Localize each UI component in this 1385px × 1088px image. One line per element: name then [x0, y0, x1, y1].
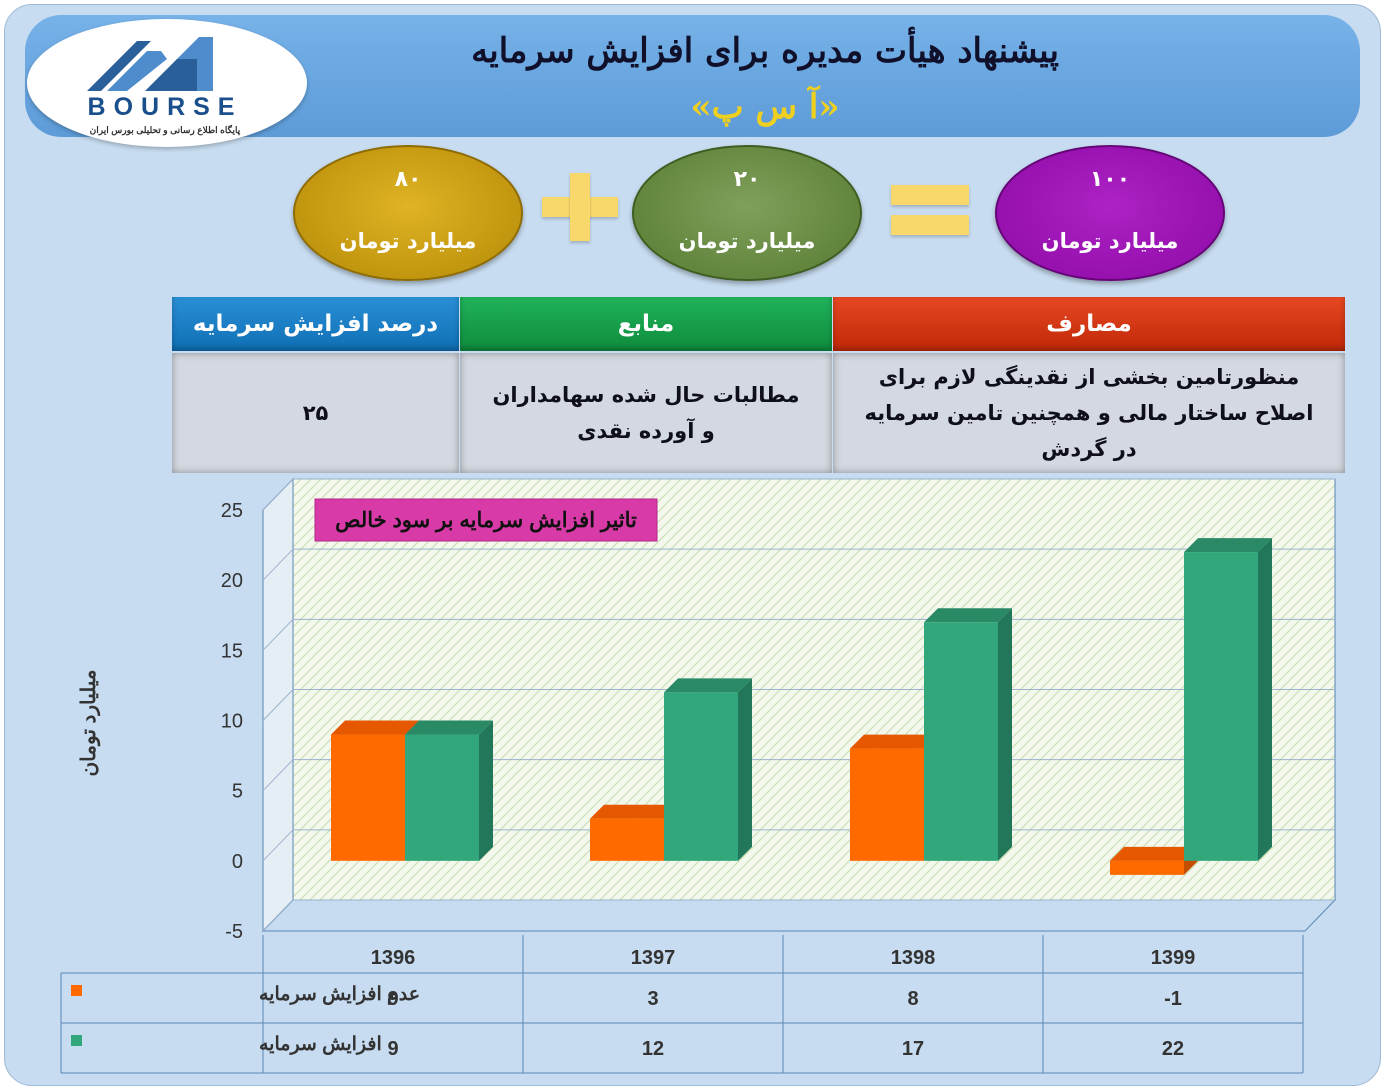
- bar-top: [924, 608, 1012, 623]
- legend-label: افزایش سرمایه: [259, 1034, 382, 1055]
- oval-total-increase: ۱۰۰ میلیارد تومان: [995, 145, 1225, 281]
- chart-title-box: [314, 498, 658, 542]
- header-sources: منابع: [460, 297, 832, 351]
- cell-sources-text: مطالبات حال شده سهامداران و آورده نقدی: [492, 383, 800, 443]
- bar: [1184, 552, 1258, 861]
- bar: [1110, 860, 1184, 875]
- equals-sign-lower: [891, 215, 969, 235]
- oval-value: ۸۰: [394, 167, 422, 192]
- bourse24-logo: BOURSE پایگاه اطلاع رسانی و تحلیلی بورس …: [27, 19, 307, 147]
- bar: [924, 622, 998, 861]
- header-percent: درصد افزایش سرمایه: [172, 297, 459, 351]
- cell-uses-text: منظورتامین بخشی از نقدینگی لازم برای اصل…: [864, 365, 1314, 461]
- gridline: [262, 899, 294, 932]
- data-value: 9: [387, 1038, 398, 1060]
- oval-receivables: ۲۰ میلیارد تومان: [632, 145, 862, 281]
- gridline: [262, 548, 294, 581]
- chart-title: تاثیر افزایش سرمایه بر سود خالص: [335, 509, 637, 533]
- x-tick-label: 1398: [891, 947, 936, 969]
- bar: [850, 748, 924, 861]
- bar-side: [479, 720, 493, 861]
- y-tick-label: -5: [225, 921, 243, 943]
- x-tick-label: 1396: [371, 947, 416, 969]
- logo-tagline: پایگاه اطلاع رسانی و تحلیلی بورس ایران: [90, 124, 241, 136]
- cell-sources: مطالبات حال شده سهامداران و آورده نقدی: [460, 353, 832, 473]
- plus-sign-vertical: [570, 173, 590, 241]
- bar: [405, 734, 479, 861]
- page-title: پیشنهاد هیأت مدیره برای افزایش سرمایه: [471, 31, 1059, 71]
- data-value: 22: [1162, 1038, 1184, 1060]
- gridline: [262, 478, 294, 511]
- equals-sign-icon: [891, 185, 969, 205]
- bar-top: [590, 804, 678, 819]
- gridline: [262, 618, 294, 651]
- bar-top: [1184, 538, 1272, 553]
- x-tick-label: 1399: [1151, 947, 1196, 969]
- logo-emblem-icon: [87, 37, 213, 91]
- company-name: «آ س پ»: [690, 87, 840, 127]
- bar-top: [664, 678, 752, 693]
- bar: [590, 818, 664, 861]
- y-tick-label: 10: [221, 711, 243, 733]
- bar-top: [850, 734, 938, 749]
- oval-value: ۲۰: [733, 167, 761, 192]
- y-axis-label: میلیارد تومان: [78, 669, 101, 776]
- page-frame: پیشنهاد هیأت مدیره برای افزایش سرمایه «آ…: [4, 4, 1381, 1086]
- gridline: [262, 759, 294, 792]
- bar-top: [331, 720, 419, 735]
- bar-side: [1258, 538, 1272, 861]
- x-tick-label: 1397: [631, 947, 676, 969]
- bar: [664, 692, 738, 861]
- y-tick-label: 25: [221, 500, 243, 522]
- data-value: 8: [907, 988, 918, 1010]
- data-value: -1: [1164, 988, 1182, 1010]
- cell-uses: منظورتامین بخشی از نقدینگی لازم برای اصل…: [833, 353, 1345, 473]
- y-tick-label: 0: [232, 851, 243, 873]
- data-value: 3: [647, 988, 658, 1010]
- oval-cash-contribution: ۸۰ میلیارد تومان: [293, 145, 523, 281]
- oval-unit: میلیارد تومان: [1041, 229, 1179, 253]
- y-tick-label: 20: [221, 570, 243, 592]
- gridline: [262, 689, 294, 721]
- plot-floor: [261, 899, 1337, 932]
- oval-unit: میلیارد تومان: [339, 229, 477, 253]
- bar-side: [998, 608, 1012, 861]
- cell-percent: ۲۵: [172, 353, 459, 473]
- bar-top: [1110, 846, 1198, 861]
- data-value: 9: [387, 988, 398, 1010]
- legend-swatch: [71, 985, 82, 996]
- data-value: 17: [902, 1038, 924, 1060]
- bar: [331, 734, 405, 861]
- legend-label: عدم افزایش سرمایه: [259, 984, 420, 1005]
- bar-top: [405, 720, 493, 735]
- net-profit-chart: 25 20 15 10 5 0 -5 تاثیر افزایش سرمایه بر سود …: [60, 477, 1337, 1074]
- y-tick-label: 5: [232, 781, 243, 803]
- bar-side: [738, 678, 752, 861]
- gridline: [262, 829, 294, 862]
- data-value: 12: [642, 1038, 664, 1060]
- legend-swatch: [71, 1035, 82, 1046]
- oval-value: ۱۰۰: [1089, 167, 1131, 192]
- cell-percent-text: ۲۵: [302, 401, 329, 425]
- logo-wordmark: BOURSE: [88, 93, 243, 121]
- header-uses: مصارف: [833, 297, 1345, 351]
- oval-unit: میلیارد تومان: [678, 229, 816, 253]
- y-tick-label: 15: [221, 640, 243, 662]
